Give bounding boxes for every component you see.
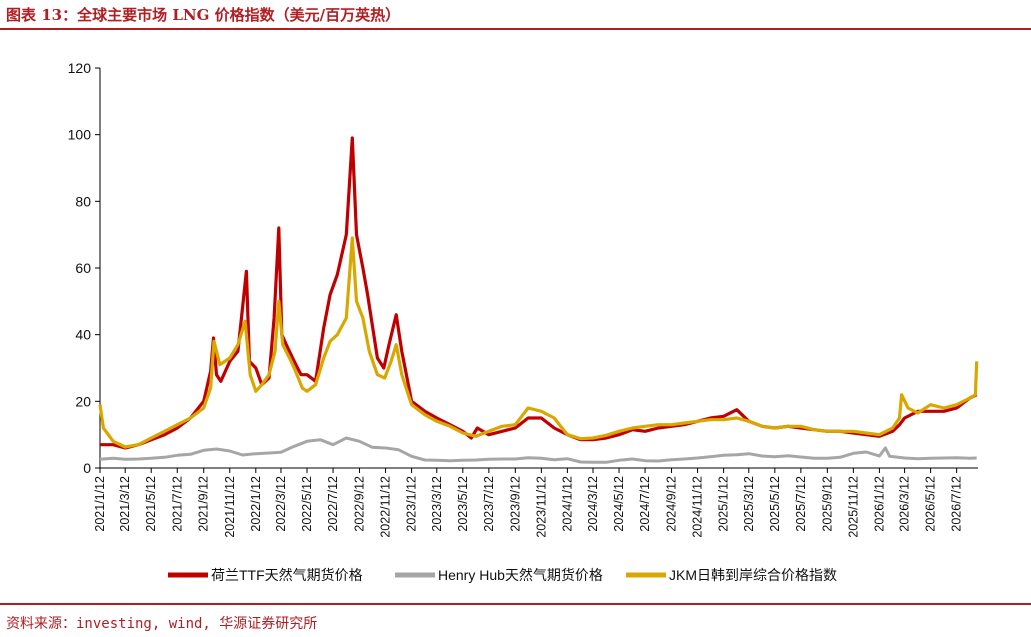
x-tick-label: 2026/7/12 — [950, 476, 964, 532]
x-tick-label: 2023/9/12 — [508, 476, 522, 532]
x-tick-label: 2021/5/12 — [144, 476, 158, 532]
chart-canvas: 0 20 40 60 80 100 120 2021/1/12 2021/3/12 2021/5… — [68, 60, 979, 583]
x-tick-label: 2021/9/12 — [197, 476, 211, 532]
x-tick-label: 2022/1/12 — [249, 476, 263, 532]
legend-label: 荷兰TTF天然气期货价格 — [211, 567, 363, 583]
x-tick-label: 2022/7/12 — [326, 476, 340, 532]
x-tick-label: 2023/7/12 — [482, 476, 496, 532]
x-tick-label: 2023/1/12 — [405, 476, 419, 532]
x-tick-label: 2021/1/12 — [93, 476, 107, 532]
legend: 荷兰TTF天然气期货价格 Henry Hub天然气期货价格 JKM日韩到岸综合价格指… — [168, 567, 837, 583]
y-tick-label: 80 — [75, 193, 91, 209]
x-tick-label: 2025/3/12 — [742, 476, 756, 532]
x-tick-label: 2025/1/12 — [717, 476, 731, 532]
x-tick-label: 2024/1/12 — [560, 476, 574, 532]
title-bar: 图表 13：全球主要市场 LNG 价格指数（美元/百万英热） — [0, 0, 1031, 30]
x-tick-label: 2025/11/12 — [846, 476, 860, 538]
x-tick-label: 2023/5/12 — [456, 476, 470, 532]
y-tick-label: 60 — [75, 260, 91, 276]
x-tick-label: 2024/3/12 — [586, 476, 600, 532]
source-bar: 资料来源：investing, wind, 华源证券研究所 — [0, 603, 1031, 637]
x-tick-label: 2024/5/12 — [612, 476, 626, 532]
source-note: 资料来源：investing, wind, 华源证券研究所 — [6, 616, 318, 632]
series-lines — [98, 136, 979, 464]
x-tick-label: 2026/1/12 — [872, 476, 886, 532]
legend-label: JKM日韩到岸综合价格指数 — [669, 567, 837, 583]
x-tick-label: 2024/11/12 — [691, 476, 705, 538]
series-line-ttf — [100, 136, 978, 450]
y-tick-label: 100 — [68, 127, 92, 143]
x-tick-label: 2022/9/12 — [353, 476, 367, 532]
x-tick-label: 2025/7/12 — [794, 476, 808, 532]
series-line-jkm — [98, 236, 979, 449]
x-tick-label: 2021/3/12 — [118, 476, 132, 532]
y-tick-label: 0 — [83, 460, 91, 476]
x-tick-label: 2024/9/12 — [665, 476, 679, 532]
x-tick-label: 2022/5/12 — [300, 476, 314, 532]
chart-title: 图表 13：全球主要市场 LNG 价格指数（美元/百万英热） — [6, 6, 401, 24]
y-tick-label: 40 — [75, 327, 91, 343]
y-tick-label: 120 — [68, 60, 92, 76]
series-line-henry-hub — [99, 436, 977, 464]
x-tick-label: 2024/7/12 — [638, 476, 652, 532]
x-tick-label: 2026/3/12 — [898, 476, 912, 532]
x-tick-label: 2025/5/12 — [768, 476, 782, 532]
y-tick-label: 20 — [75, 393, 91, 409]
x-tick-label: 2023/11/12 — [534, 476, 548, 538]
x-tick-label: 2021/7/12 — [170, 476, 184, 532]
y-axis: 0 20 40 60 80 100 120 — [68, 60, 101, 476]
legend-label: Henry Hub天然气期货价格 — [438, 567, 603, 583]
x-axis: 2021/1/12 2021/3/12 2021/5/12 2021/7/12 2021… — [93, 467, 978, 538]
x-tick-label: 2022/3/12 — [274, 476, 288, 532]
x-tick-label: 2025/9/12 — [820, 476, 834, 532]
x-tick-label: 2021/11/12 — [223, 476, 237, 538]
x-tick-label: 2022/11/12 — [379, 476, 393, 538]
x-tick-label: 2026/5/12 — [924, 476, 938, 532]
x-tick-label: 2023/3/12 — [430, 476, 444, 532]
